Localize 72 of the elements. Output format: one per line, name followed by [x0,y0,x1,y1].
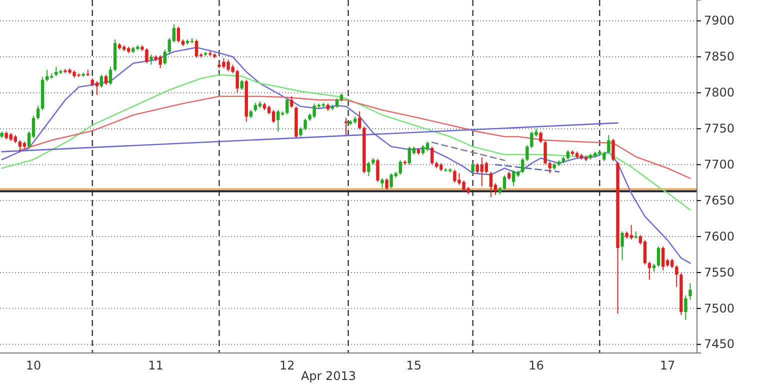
candlestick [607,134,610,154]
y-tick-label: 7650 [704,193,735,208]
candlestick [385,178,388,190]
x-tick-label: 11 [148,358,164,373]
x-tick-label: 10 [26,358,42,373]
candlestick [100,74,104,88]
candlestick [484,161,488,174]
candlestick [358,110,362,130]
y-tick-label: 7450 [704,337,735,352]
candlestick [276,110,280,132]
candlestick [272,110,276,124]
line-series [19,96,691,179]
candlestick [104,74,108,86]
line-series [1,74,691,211]
candlestick [290,96,294,108]
candlestick [18,140,22,152]
candlestick [643,240,647,266]
candlestick [408,146,412,166]
candlestick [108,66,112,86]
candlestick [656,246,660,268]
y-tick-label: 7900 [704,14,735,28]
candlestick [548,161,552,174]
candlestick [489,171,493,198]
candlestick [335,98,339,108]
candlestick [194,39,198,58]
candlestick [526,144,529,162]
candlestick [430,146,434,166]
y-tick-label: 7700 [704,157,735,172]
x-tick-label: 15 [406,358,422,373]
candlestick [566,150,570,160]
candlestick [620,231,624,261]
y-tick-label: 7800 [704,86,735,100]
candlestick [150,54,153,66]
candlestick [544,140,547,166]
candlestick [240,79,244,90]
candlestick [367,161,370,177]
y-tick-label: 7850 [704,50,735,64]
candlestick [688,282,692,300]
x-tick-label: 17 [660,358,676,373]
candlestick [36,105,40,120]
candlestick [675,264,678,288]
candlestick [426,141,430,152]
x-tick-label: 16 [528,358,544,373]
candlestick [304,118,307,131]
y-tick-label: 7500 [704,301,735,316]
x-axis-title: Apr 2013 [300,369,356,383]
candlestick [176,26,180,43]
candlestick [539,131,542,144]
candlestick [145,48,148,64]
candlestick [380,178,384,189]
candlestick [299,126,302,138]
candlestick [648,261,652,280]
candlestick [471,162,474,174]
candlestick [46,69,49,82]
y-tick-label: 7600 [704,229,735,244]
candlestick [421,144,425,156]
candlestick [512,170,516,187]
y-tick-label: 7750 [704,122,735,136]
candlestick [398,160,402,176]
candlestick [661,246,665,271]
y-tick-label: 7550 [704,265,735,280]
x-tick-label: 12 [279,358,295,373]
candlestick [286,98,289,115]
candlestick [612,138,615,162]
candlestick [376,158,380,182]
line-series [1,46,691,264]
candlestick [521,158,524,174]
candlestick [95,80,99,96]
candlestick [684,294,688,320]
candlestick [344,117,348,136]
candlestick [163,49,166,66]
candlestick [502,174,506,190]
